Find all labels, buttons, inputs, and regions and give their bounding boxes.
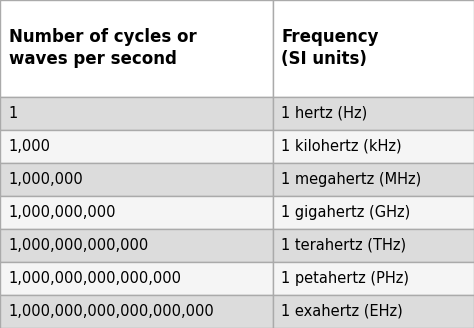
Text: 1,000,000,000,000,000,000: 1,000,000,000,000,000,000 — [9, 304, 214, 319]
Text: 1 kilohertz (kHz): 1 kilohertz (kHz) — [281, 139, 401, 154]
Bar — [273, 229, 474, 262]
Bar — [273, 130, 474, 163]
Text: 1,000,000,000,000,000: 1,000,000,000,000,000 — [9, 271, 182, 286]
Bar — [273, 262, 474, 295]
Bar — [0, 0, 273, 97]
Bar — [0, 130, 273, 163]
Bar — [273, 295, 474, 328]
Text: 1,000,000,000: 1,000,000,000 — [9, 205, 116, 220]
Text: 1 terahertz (THz): 1 terahertz (THz) — [281, 238, 406, 253]
Bar — [273, 97, 474, 130]
Bar — [0, 97, 273, 130]
Text: Frequency
(SI units): Frequency (SI units) — [281, 28, 379, 69]
Text: 1 exahertz (EHz): 1 exahertz (EHz) — [281, 304, 403, 319]
Bar — [0, 262, 273, 295]
Text: 1: 1 — [9, 106, 18, 121]
Bar — [273, 163, 474, 196]
Text: 1 gigahertz (GHz): 1 gigahertz (GHz) — [281, 205, 410, 220]
Bar — [0, 229, 273, 262]
Text: 1,000: 1,000 — [9, 139, 51, 154]
Bar — [273, 0, 474, 97]
Bar — [273, 196, 474, 229]
Bar — [0, 196, 273, 229]
Bar — [0, 163, 273, 196]
Text: 1 hertz (Hz): 1 hertz (Hz) — [281, 106, 367, 121]
Bar — [0, 295, 273, 328]
Text: 1,000,000,000,000: 1,000,000,000,000 — [9, 238, 149, 253]
Text: 1 petahertz (PHz): 1 petahertz (PHz) — [281, 271, 409, 286]
Text: 1 megahertz (MHz): 1 megahertz (MHz) — [281, 172, 421, 187]
Text: 1,000,000: 1,000,000 — [9, 172, 83, 187]
Text: Number of cycles or
waves per second: Number of cycles or waves per second — [9, 28, 196, 69]
